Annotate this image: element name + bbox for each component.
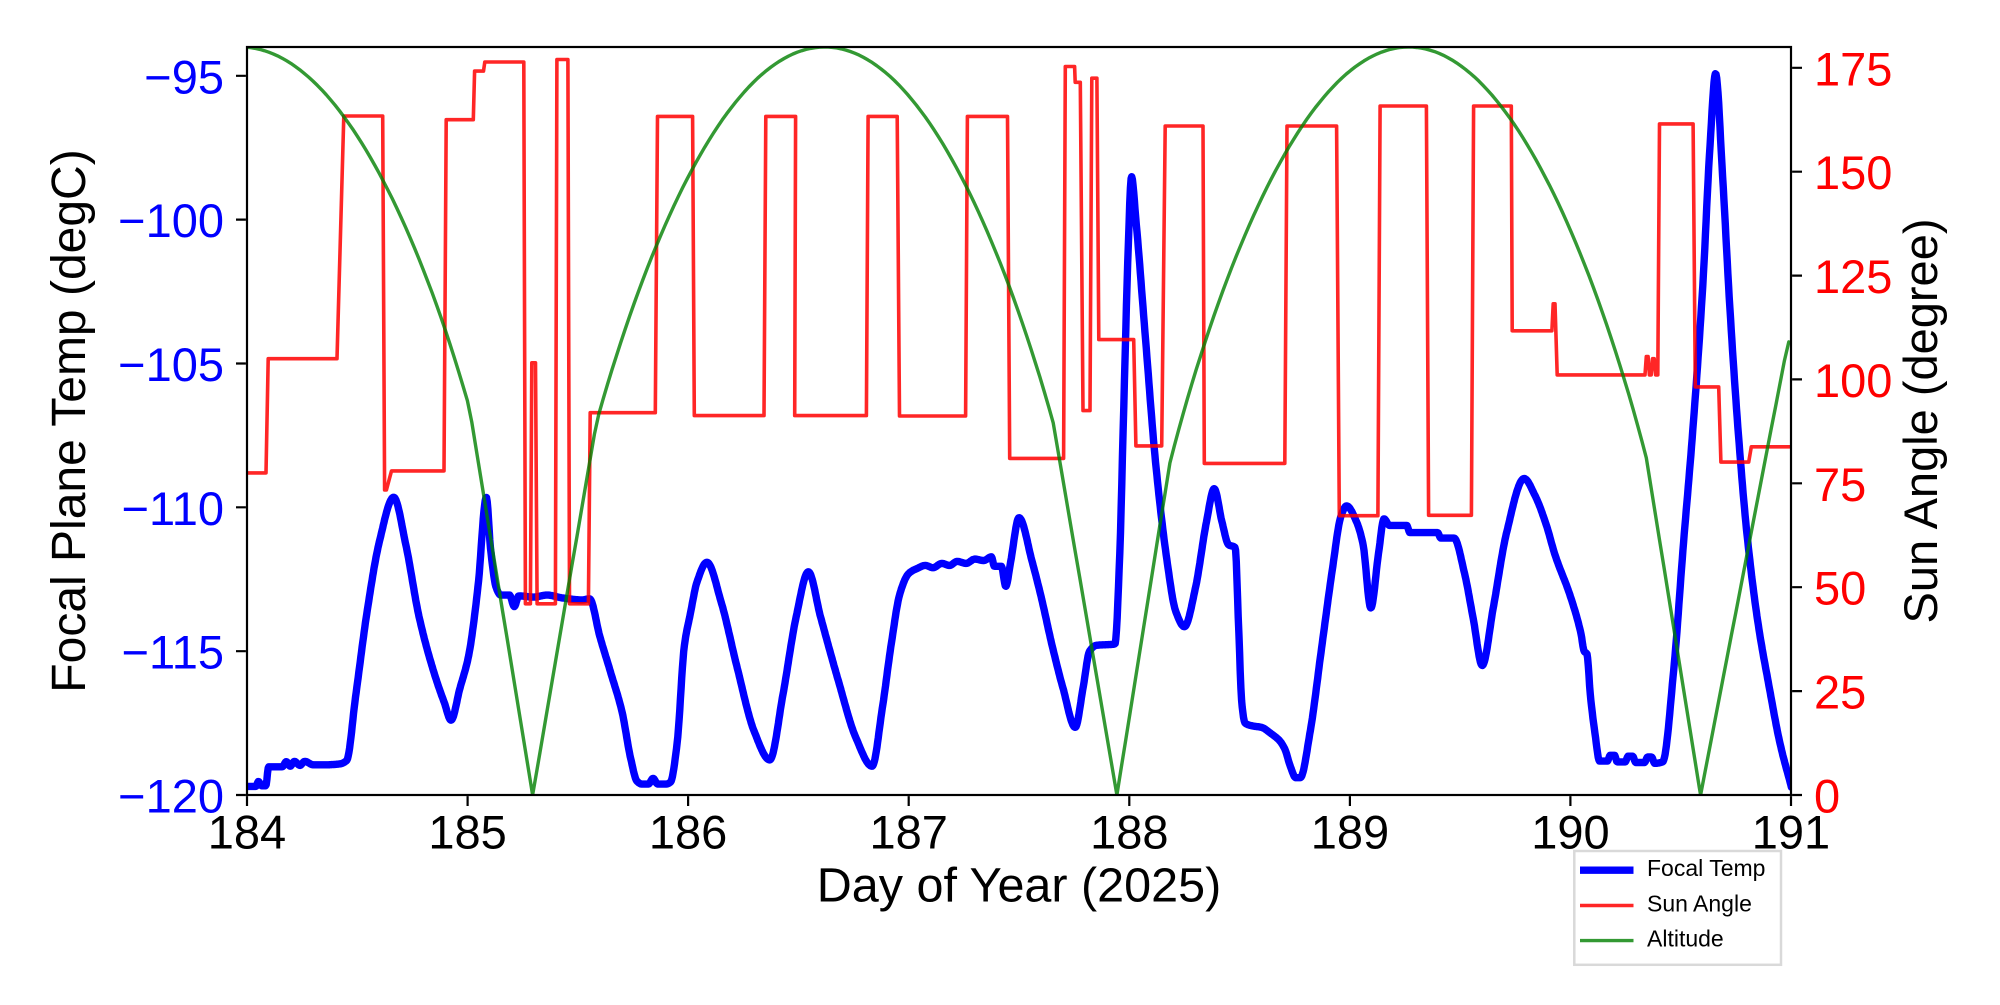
- svg-text:191: 191: [1752, 806, 1830, 859]
- svg-text:−100: −100: [118, 194, 224, 247]
- svg-text:75: 75: [1814, 458, 1866, 511]
- svg-text:175: 175: [1814, 42, 1892, 95]
- svg-text:−120: −120: [118, 770, 224, 823]
- svg-text:−110: −110: [122, 482, 224, 535]
- svg-text:189: 189: [1311, 806, 1389, 859]
- svg-text:Sun Angle: Sun Angle: [1647, 891, 1752, 917]
- svg-text:150: 150: [1814, 146, 1892, 199]
- svg-text:−115: −115: [122, 626, 224, 679]
- svg-text:Focal Temp: Focal Temp: [1647, 855, 1765, 881]
- svg-text:−105: −105: [118, 338, 224, 391]
- svg-text:186: 186: [649, 806, 727, 859]
- svg-text:188: 188: [1090, 806, 1168, 859]
- svg-text:0: 0: [1814, 770, 1840, 823]
- svg-text:190: 190: [1531, 806, 1609, 859]
- svg-text:Day of Year (2025): Day of Year (2025): [817, 859, 1221, 913]
- svg-text:Sun Angle (degree): Sun Angle (degree): [1894, 218, 1947, 623]
- svg-text:100: 100: [1814, 354, 1892, 407]
- svg-text:Altitude: Altitude: [1647, 926, 1724, 952]
- svg-text:184: 184: [208, 806, 286, 859]
- svg-text:−95: −95: [144, 50, 224, 103]
- svg-text:185: 185: [428, 806, 506, 859]
- svg-text:187: 187: [869, 806, 947, 859]
- svg-text:25: 25: [1814, 666, 1866, 719]
- svg-text:125: 125: [1814, 250, 1892, 303]
- svg-text:50: 50: [1814, 562, 1866, 615]
- svg-text:Focal Plane Temp (degC): Focal Plane Temp (degC): [43, 149, 96, 692]
